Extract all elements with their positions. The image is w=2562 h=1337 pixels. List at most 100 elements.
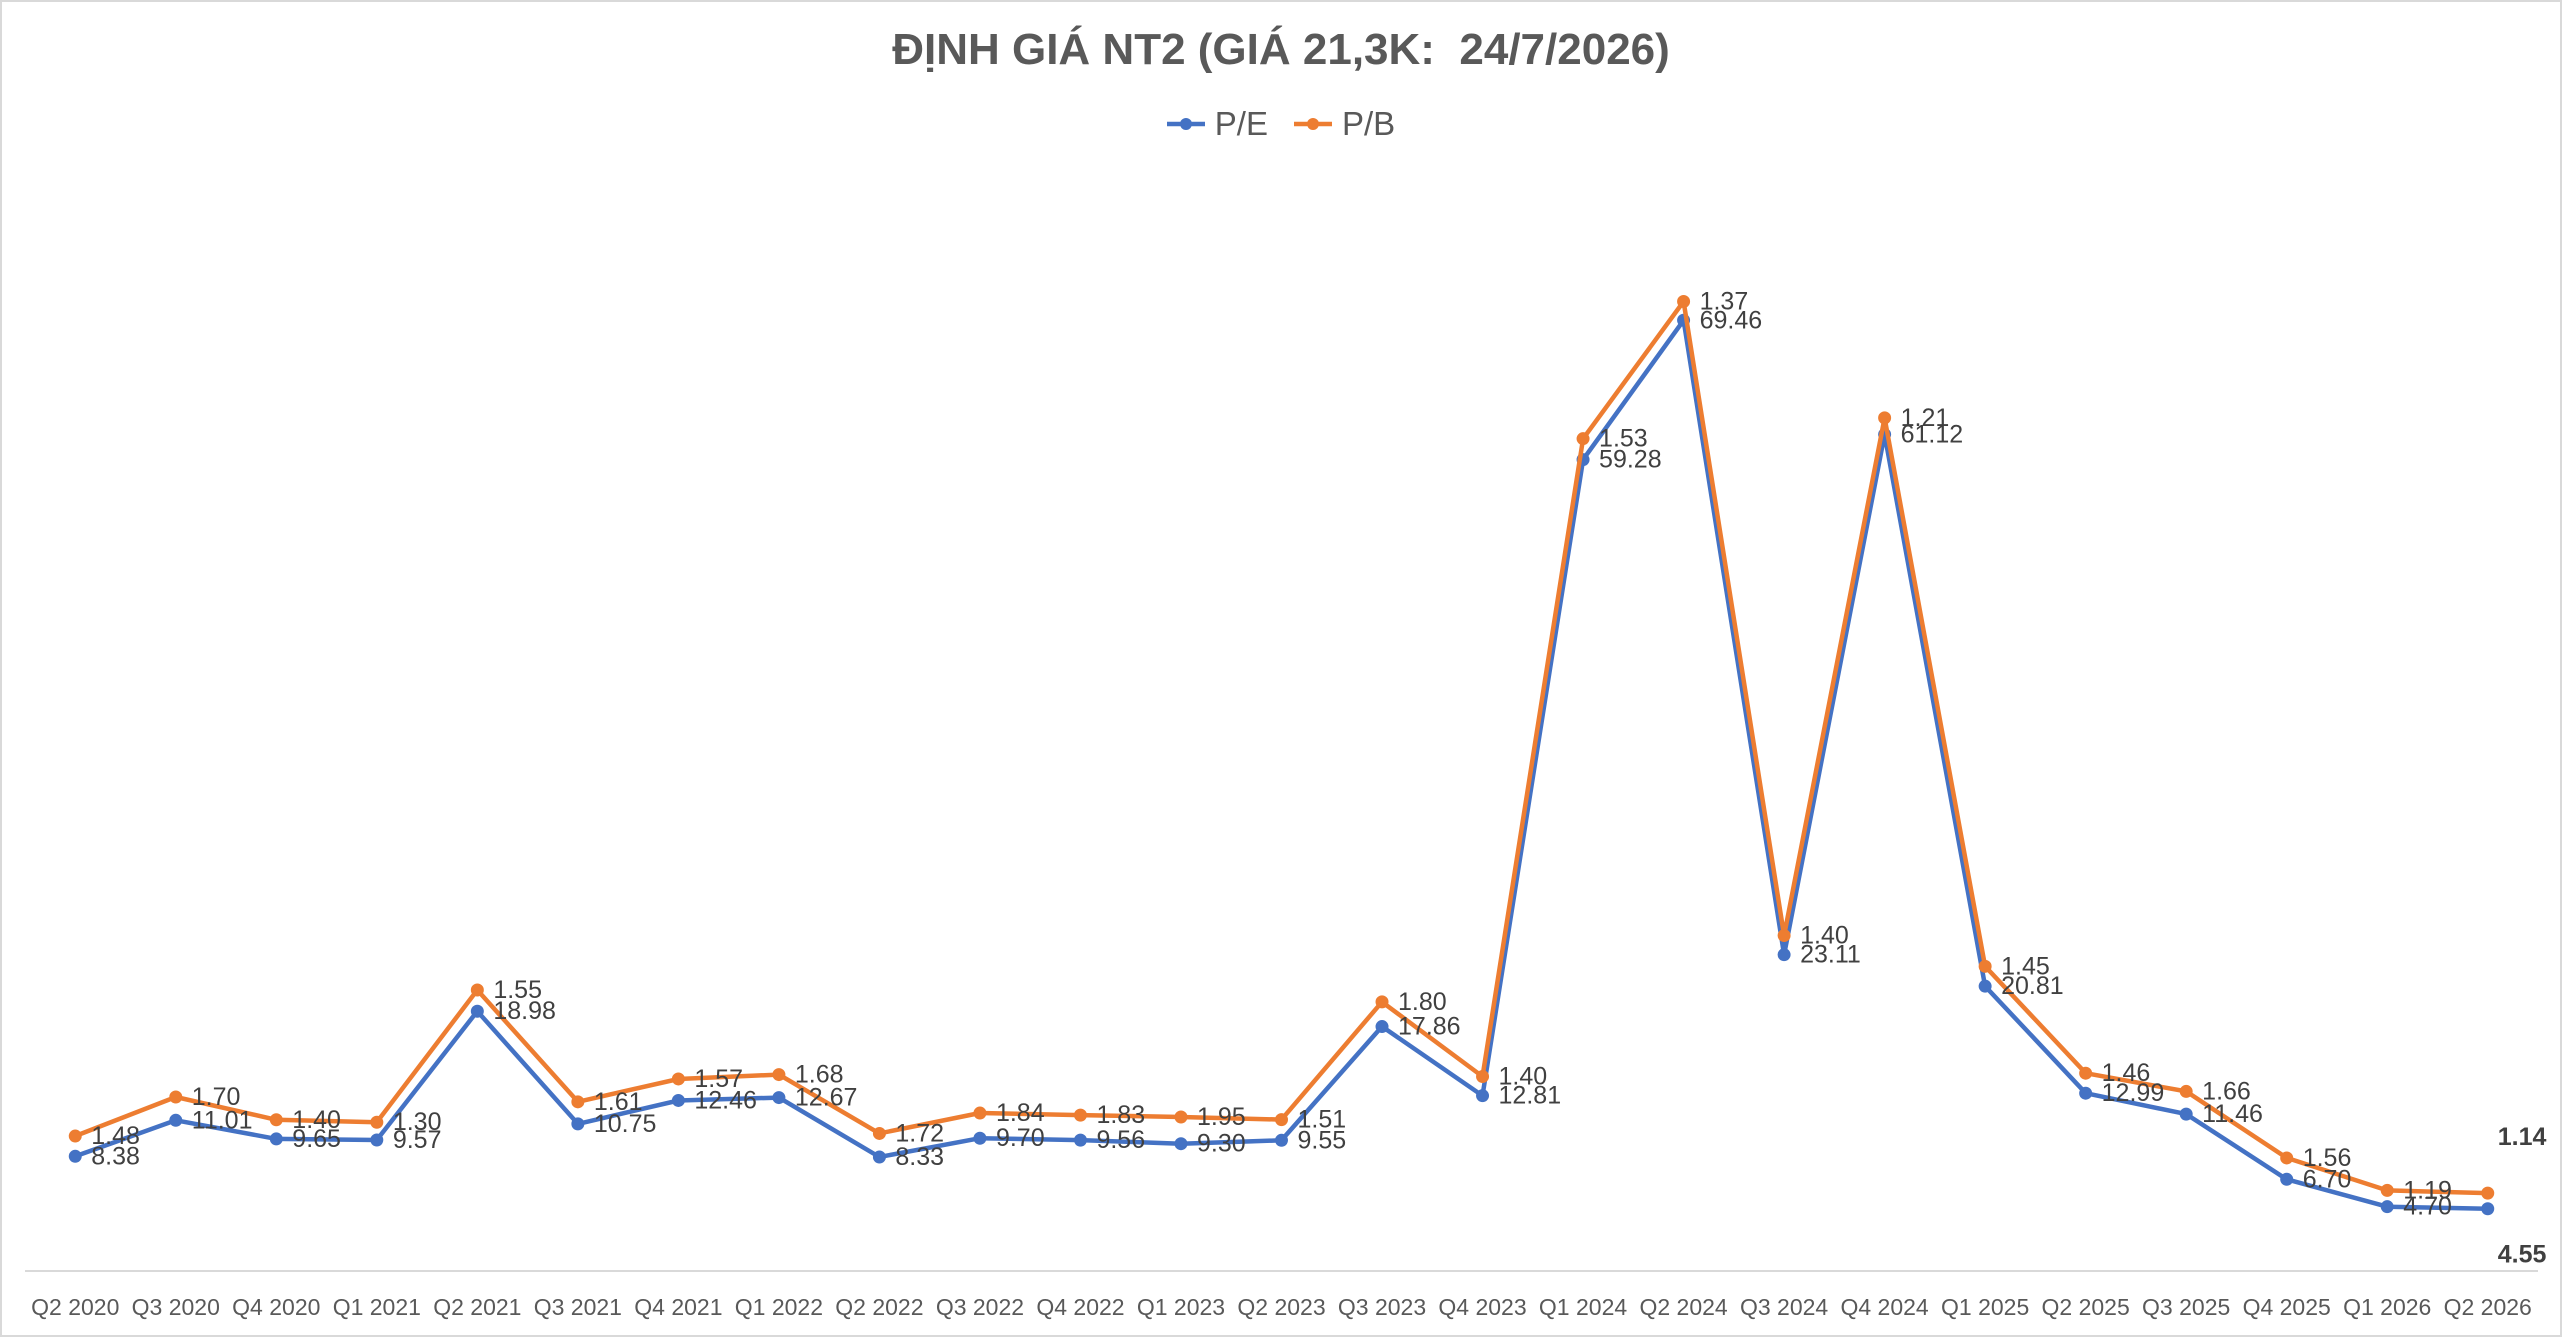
pe-data-label: 6.70 [2303, 1165, 2352, 1193]
pb-data-label: 1.66 [2202, 1077, 2251, 1105]
pe-data-label: 9.55 [1298, 1126, 1347, 1154]
x-tick-label: Q1 2026 [2343, 1294, 2431, 1320]
pb-marker [1677, 295, 1691, 309]
pb-marker [169, 1090, 183, 1104]
legend-item-pb: P/B [1294, 102, 1395, 146]
x-tick-label: Q1 2023 [1137, 1294, 1225, 1320]
pe-data-label: 59.28 [1599, 446, 1662, 474]
pb-marker [973, 1106, 987, 1120]
pb-marker [1073, 1108, 1087, 1122]
pb-marker [2481, 1186, 2495, 1200]
pb-marker [1476, 1070, 1490, 1084]
pb-data-label: 1.40 [1499, 1063, 1548, 1091]
pb-marker [1375, 995, 1389, 1009]
pe-marker [2481, 1202, 2495, 1216]
pb-marker [671, 1072, 685, 1086]
pe-data-label: 11.46 [2202, 1100, 2263, 1128]
pb-data-label: 1.37 [1700, 288, 1749, 316]
x-tick-label: Q4 2020 [232, 1294, 320, 1320]
pe-data-label: 12.99 [2102, 1079, 2165, 1107]
pe-series [68, 313, 2495, 1216]
pb-data-label: 1.56 [2303, 1144, 2352, 1172]
pb-data-label: 1.95 [1197, 1103, 1246, 1131]
pe-marker [2280, 1172, 2294, 1186]
pb-data-label: 1.40 [1800, 922, 1849, 950]
pe-marker [1174, 1137, 1188, 1151]
pb-data-label: 1.84 [996, 1099, 1045, 1127]
x-tick-label: Q4 2022 [1036, 1294, 1124, 1320]
pe-data-label: 10.75 [594, 1110, 657, 1138]
pe-data-label: 9.70 [996, 1124, 1045, 1152]
pe-data-label: 18.98 [493, 997, 556, 1025]
x-tick-label: Q3 2024 [1740, 1294, 1828, 1320]
x-tick-label: Q3 2022 [936, 1294, 1024, 1320]
pe-marker [772, 1091, 786, 1105]
legend-key-pe [1166, 118, 1205, 130]
x-tick-label: Q3 2023 [1338, 1294, 1426, 1320]
pe-marker [2380, 1200, 2394, 1214]
x-tick-label: Q2 2023 [1237, 1294, 1325, 1320]
pe-marker [973, 1131, 987, 1145]
pb-marker [68, 1129, 82, 1143]
x-tick-label: Q4 2023 [1438, 1294, 1526, 1320]
pe-data-label: 17.86 [1398, 1013, 1461, 1041]
pe-marker [1978, 979, 1992, 993]
pb-data-label: 1.21 [1901, 404, 1950, 432]
x-tick-label: Q1 2025 [1941, 1294, 2029, 1320]
legend: P/E P/B [0, 102, 2562, 146]
x-tick-label: Q4 2021 [634, 1294, 722, 1320]
pe-marker [269, 1132, 283, 1146]
x-tick-label: Q4 2024 [1840, 1294, 1928, 1320]
pb-marker [772, 1068, 786, 1082]
pb-marker [269, 1113, 283, 1127]
pe-marker [2079, 1086, 2093, 1100]
x-tick-label: Q2 2024 [1639, 1294, 1727, 1320]
pb-marker [1576, 432, 1590, 446]
pe-marker [1073, 1133, 1087, 1147]
pb-data-label: 1.46 [2102, 1059, 2151, 1087]
data-labels: 8.38 11.01 9.65 9.57 18.98 10.75 12.46 12.67 8.3… [91, 288, 2546, 1269]
legend-key-pb [1294, 118, 1332, 130]
pb-data-label: 1.80 [1398, 988, 1447, 1016]
pe-data-label: 8.38 [91, 1142, 140, 1170]
pe-data-label: 9.57 [393, 1126, 442, 1154]
pb-marker [1275, 1113, 1288, 1127]
pb-marker [571, 1095, 585, 1109]
pb-data-label: 1.53 [1599, 425, 1648, 453]
x-tick-label: Q3 2020 [132, 1294, 220, 1320]
x-tick-label: Q3 2021 [534, 1294, 622, 1320]
pe-data-label: 12.46 [694, 1086, 757, 1114]
pb-marker [872, 1126, 886, 1140]
pe-marker [571, 1117, 585, 1131]
x-tick-label: Q2 2025 [2042, 1294, 2130, 1320]
pe-data-label: 8.33 [895, 1143, 944, 1171]
pe-marker [671, 1093, 685, 1107]
pe-data-label: 4.55 [2498, 1241, 2547, 1269]
pb-data-label: 1.57 [694, 1065, 743, 1093]
pb-marker [370, 1115, 384, 1129]
pb-data-label: 1.83 [1096, 1101, 1145, 1129]
legend-marker-pe [1179, 118, 1192, 130]
legend-label-pb: P/B [1342, 105, 1396, 142]
pe-data-label: 23.11 [1800, 941, 1861, 969]
pb-marker [2179, 1084, 2193, 1098]
pe-marker [1275, 1133, 1288, 1147]
pb-data-label: 1.68 [795, 1061, 844, 1089]
x-tick-label: Q2 2020 [31, 1294, 119, 1320]
pb-series [68, 295, 2495, 1200]
pb-data-label: 1.70 [192, 1083, 241, 1111]
pb-data-label: 1.51 [1298, 1106, 1347, 1134]
x-tick-label: Q2 2021 [433, 1294, 521, 1320]
x-tick-label: Q4 2025 [2243, 1294, 2331, 1320]
x-tick-label: Q2 2022 [835, 1294, 923, 1320]
pb-data-label: 1.72 [895, 1119, 944, 1147]
pb-marker [1878, 411, 1892, 425]
x-tick-label: Q3 2025 [2142, 1294, 2230, 1320]
pe-data-label: 4.70 [2403, 1193, 2452, 1221]
pe-data-label: 9.30 [1197, 1130, 1246, 1158]
pb-marker [1777, 929, 1791, 943]
pe-marker [1476, 1089, 1490, 1103]
pb-data-label: 1.14 [2498, 1123, 2547, 1151]
